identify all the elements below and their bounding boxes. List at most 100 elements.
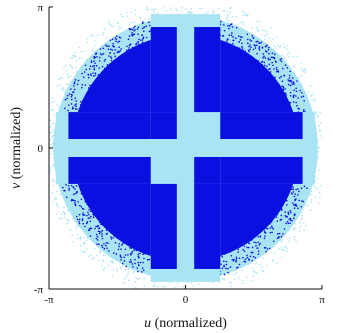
light-point — [251, 255, 254, 257]
light-point — [282, 43, 285, 46]
dark-point — [285, 222, 287, 225]
light-point — [266, 264, 269, 267]
dark-point — [270, 221, 273, 223]
dark-point — [115, 253, 118, 255]
light-point — [73, 210, 76, 212]
dark-point — [251, 246, 254, 249]
light-point — [51, 97, 54, 99]
dark-point — [87, 211, 89, 214]
dark-point — [133, 246, 136, 248]
dark-point — [121, 262, 124, 265]
dark-point — [142, 30, 145, 33]
dark-point — [282, 98, 284, 101]
dark-point — [118, 243, 121, 245]
dark-point — [294, 198, 296, 201]
dark-point — [260, 222, 263, 224]
dark-point — [113, 235, 116, 238]
dark-point — [282, 67, 284, 70]
light-point — [181, 7, 183, 9]
dark-point — [292, 96, 295, 99]
dark-point — [297, 188, 299, 190]
dark-point — [96, 212, 98, 215]
dark-point — [80, 206, 83, 208]
axes — [48, 6, 323, 290]
light-point — [243, 31, 245, 34]
dark-point — [289, 91, 292, 94]
dark-point — [280, 91, 283, 93]
light-point — [315, 188, 317, 191]
dark-point — [268, 220, 271, 223]
light-point — [117, 253, 120, 256]
light-point — [82, 226, 84, 228]
dark-point — [235, 258, 238, 260]
light-point — [266, 30, 268, 33]
dark-point — [112, 231, 114, 234]
light-point — [310, 95, 312, 97]
dark-point — [284, 214, 287, 217]
dark-point — [303, 108, 305, 111]
light-point — [162, 7, 165, 9]
light-point — [318, 169, 320, 171]
dark-point — [291, 219, 293, 222]
light-point — [288, 51, 290, 54]
dark-point — [96, 243, 98, 246]
light-point — [41, 131, 43, 133]
dark-point — [97, 74, 100, 76]
light-point — [112, 257, 114, 260]
dark-point — [253, 62, 256, 64]
dark-point — [131, 32, 133, 34]
dark-point — [145, 25, 148, 27]
dark-point — [89, 210, 92, 213]
dark-point — [63, 189, 65, 192]
dark-point — [114, 234, 117, 237]
dark-point — [137, 45, 139, 48]
light-point — [96, 34, 99, 37]
dark-point — [262, 57, 264, 59]
dark-point — [99, 48, 102, 50]
dark-point — [117, 237, 120, 240]
light-point — [91, 240, 94, 243]
dark-point — [123, 260, 126, 262]
light-point — [262, 270, 265, 273]
dark-point — [116, 64, 118, 67]
dark-point — [130, 247, 132, 250]
dark-point — [272, 64, 274, 67]
light-point — [277, 61, 280, 63]
light-point — [52, 164, 54, 166]
light-point — [278, 229, 281, 232]
light-point — [304, 99, 307, 101]
dark-point — [243, 245, 246, 248]
dark-point — [228, 251, 231, 253]
dark-point — [74, 79, 77, 81]
light-point — [81, 69, 84, 72]
dark-point — [263, 237, 266, 240]
light-point — [138, 29, 140, 32]
dark-point — [238, 50, 241, 53]
dark-point — [78, 222, 81, 225]
dark-point — [90, 73, 92, 75]
dark-point — [293, 217, 295, 220]
light-point — [286, 250, 288, 253]
light-point — [317, 147, 319, 149]
dark-row-band-right — [220, 156, 303, 184]
dark-point — [87, 217, 90, 219]
dark-point — [297, 107, 300, 110]
dark-point — [285, 186, 288, 188]
light-point — [147, 8, 149, 11]
dark-point — [109, 56, 112, 58]
dark-col-band-bottom — [194, 183, 221, 269]
light-point — [299, 221, 302, 224]
dark-point — [81, 86, 83, 89]
dark-point — [109, 52, 112, 54]
dark-point — [123, 256, 125, 259]
light-point — [241, 34, 244, 37]
light-point — [54, 151, 57, 154]
light-point — [154, 8, 157, 10]
light-point — [46, 147, 48, 149]
light-point — [126, 15, 129, 18]
light-point — [280, 237, 282, 240]
light-point — [312, 184, 315, 186]
dark-point — [237, 35, 240, 37]
dark-point — [282, 85, 284, 88]
dark-point — [269, 71, 272, 73]
